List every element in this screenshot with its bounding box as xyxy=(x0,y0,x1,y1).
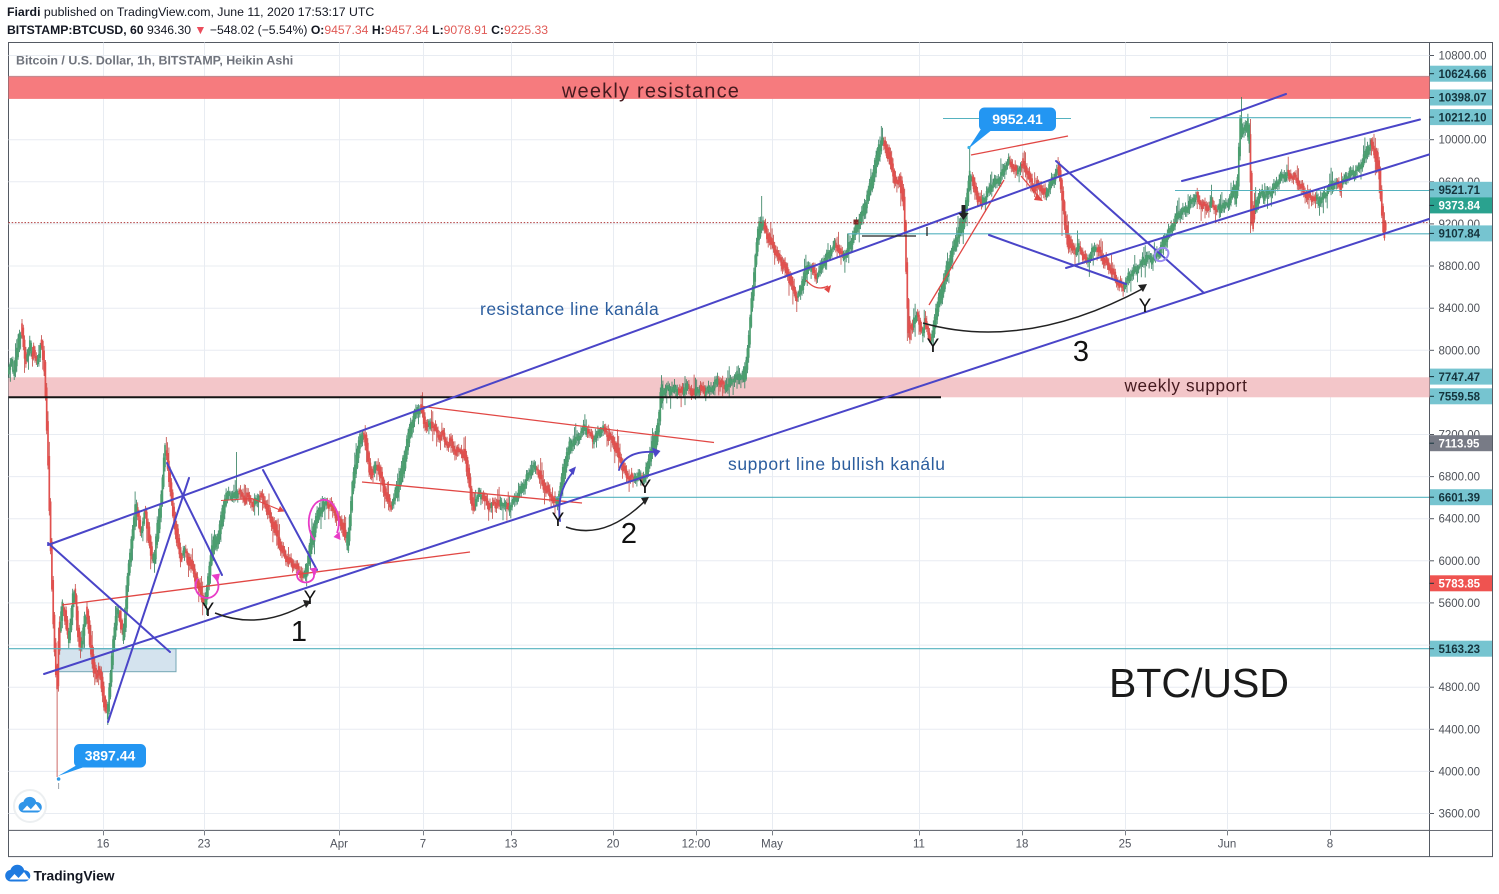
svg-text:18: 18 xyxy=(1016,839,1029,851)
svg-text:BTC/USD: BTC/USD xyxy=(1109,660,1289,706)
svg-text:Fiardi published on TradingVie: Fiardi published on TradingView.com, Jun… xyxy=(7,5,374,19)
svg-text:20: 20 xyxy=(607,839,620,851)
svg-text:16: 16 xyxy=(97,839,110,851)
svg-text:7559.58: 7559.58 xyxy=(1439,392,1481,404)
svg-text:support line bullish kanálu: support line bullish kanálu xyxy=(728,454,946,474)
svg-text:3897.44: 3897.44 xyxy=(85,748,136,764)
svg-text:BITSTAMP:BTCUSD, 60 9346.30 ▼: BITSTAMP:BTCUSD, 60 9346.30 ▼ −548.02 (−… xyxy=(7,23,548,37)
svg-text:10624.66: 10624.66 xyxy=(1439,69,1487,81)
svg-text:11: 11 xyxy=(913,839,925,851)
svg-text:5600.00: 5600.00 xyxy=(1439,598,1481,610)
svg-text:5783.85: 5783.85 xyxy=(1439,579,1481,591)
svg-text:9107.84: 9107.84 xyxy=(1439,229,1481,241)
svg-text:Y: Y xyxy=(304,588,317,609)
svg-text:10000.00: 10000.00 xyxy=(1439,135,1487,147)
svg-text:Bitcoin / U.S. Dollar, 1h, BIT: Bitcoin / U.S. Dollar, 1h, BITSTAMP, Hei… xyxy=(16,54,293,68)
svg-text:8400.00: 8400.00 xyxy=(1439,303,1481,315)
svg-text:8000.00: 8000.00 xyxy=(1439,345,1481,357)
svg-text:6400.00: 6400.00 xyxy=(1439,514,1481,526)
svg-text:25: 25 xyxy=(1119,839,1132,851)
svg-text:7113.95: 7113.95 xyxy=(1439,438,1481,450)
svg-text:6000.00: 6000.00 xyxy=(1439,556,1481,568)
svg-text:7747.47: 7747.47 xyxy=(1439,372,1481,384)
svg-text:3: 3 xyxy=(1073,336,1089,368)
svg-text:9373.84: 9373.84 xyxy=(1439,201,1481,213)
svg-text:4000.00: 4000.00 xyxy=(1439,766,1481,778)
svg-text:3600.00: 3600.00 xyxy=(1439,809,1481,821)
svg-text:Apr: Apr xyxy=(330,839,348,851)
svg-text:TradingView: TradingView xyxy=(34,869,115,884)
svg-text:May: May xyxy=(761,839,783,851)
svg-text:Y: Y xyxy=(639,477,652,498)
svg-text:resistance line kanála: resistance line kanála xyxy=(480,299,659,319)
svg-text:weekly support: weekly support xyxy=(1123,376,1247,396)
svg-text:5163.23: 5163.23 xyxy=(1439,644,1481,656)
svg-text:23: 23 xyxy=(198,839,211,851)
svg-text:4800.00: 4800.00 xyxy=(1439,682,1481,694)
svg-text:2: 2 xyxy=(621,518,637,550)
svg-text:9521.71: 9521.71 xyxy=(1439,185,1481,197)
svg-text:Y: Y xyxy=(552,510,565,531)
svg-text:8: 8 xyxy=(1327,839,1333,851)
svg-text:Y: Y xyxy=(927,336,940,357)
svg-text:12:00: 12:00 xyxy=(682,839,711,851)
svg-text:weekly resistance: weekly resistance xyxy=(561,81,740,103)
svg-text:1: 1 xyxy=(291,616,307,648)
svg-text:4400.00: 4400.00 xyxy=(1439,724,1481,736)
svg-text:13: 13 xyxy=(505,839,518,851)
svg-text:Y: Y xyxy=(1139,296,1152,317)
svg-text:9952.41: 9952.41 xyxy=(992,111,1043,127)
svg-text:Jun: Jun xyxy=(1218,839,1237,851)
svg-text:10398.07: 10398.07 xyxy=(1439,93,1487,105)
svg-text:10800.00: 10800.00 xyxy=(1439,51,1487,63)
svg-text:6800.00: 6800.00 xyxy=(1439,472,1481,484)
svg-text:8800.00: 8800.00 xyxy=(1439,261,1481,273)
svg-text:10212.10: 10212.10 xyxy=(1439,112,1487,124)
svg-text:Y: Y xyxy=(202,600,215,621)
svg-text:7: 7 xyxy=(420,839,426,851)
svg-text:6601.39: 6601.39 xyxy=(1439,492,1481,504)
